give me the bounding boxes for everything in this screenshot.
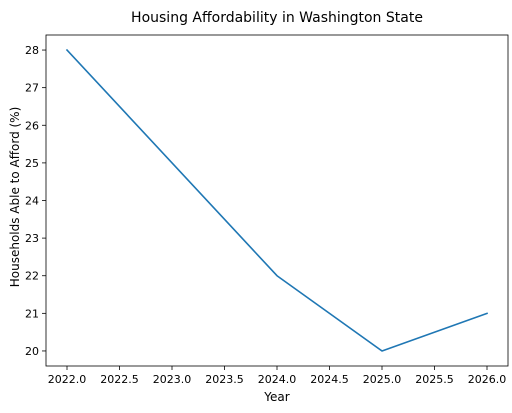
x-axis-label: Year xyxy=(263,390,289,404)
series-line-0 xyxy=(65,48,489,352)
y-tick-label: 23 xyxy=(25,232,39,245)
y-tick-label: 24 xyxy=(25,195,39,208)
chart-title: Housing Affordability in Washington Stat… xyxy=(131,10,423,26)
y-tick-label: 21 xyxy=(25,307,39,320)
x-tick-label: 2023.5 xyxy=(205,373,244,386)
x-tick-label: 2023.0 xyxy=(153,373,192,386)
y-tick-label: 22 xyxy=(25,270,39,283)
y-tick-label: 27 xyxy=(25,82,39,95)
x-tick-label: 2026.0 xyxy=(468,373,507,386)
y-tick-label: 26 xyxy=(25,119,39,132)
x-tick-label: 2024.0 xyxy=(258,373,297,386)
y-tick-label: 20 xyxy=(25,345,39,358)
y-axis-label: Households Able to Afford (%) xyxy=(8,107,22,288)
y-tick-label: 25 xyxy=(25,157,39,170)
x-tick-label: 2025.0 xyxy=(363,373,402,386)
plot-frame xyxy=(45,34,509,367)
series-layer xyxy=(65,48,489,352)
x-axis: 2022.0 2022.5 2023.0 2023.5 2024.0 2024.5 2025… xyxy=(48,366,507,386)
y-axis: 20 21 22 23 24 25 26 27 28 xyxy=(25,44,46,358)
x-tick-label: 2022.0 xyxy=(48,373,87,386)
y-tick-label: 28 xyxy=(25,44,39,57)
x-tick-label: 2025.5 xyxy=(415,373,454,386)
x-tick-label: 2022.5 xyxy=(100,373,139,386)
x-tick-label: 2024.5 xyxy=(310,373,349,386)
